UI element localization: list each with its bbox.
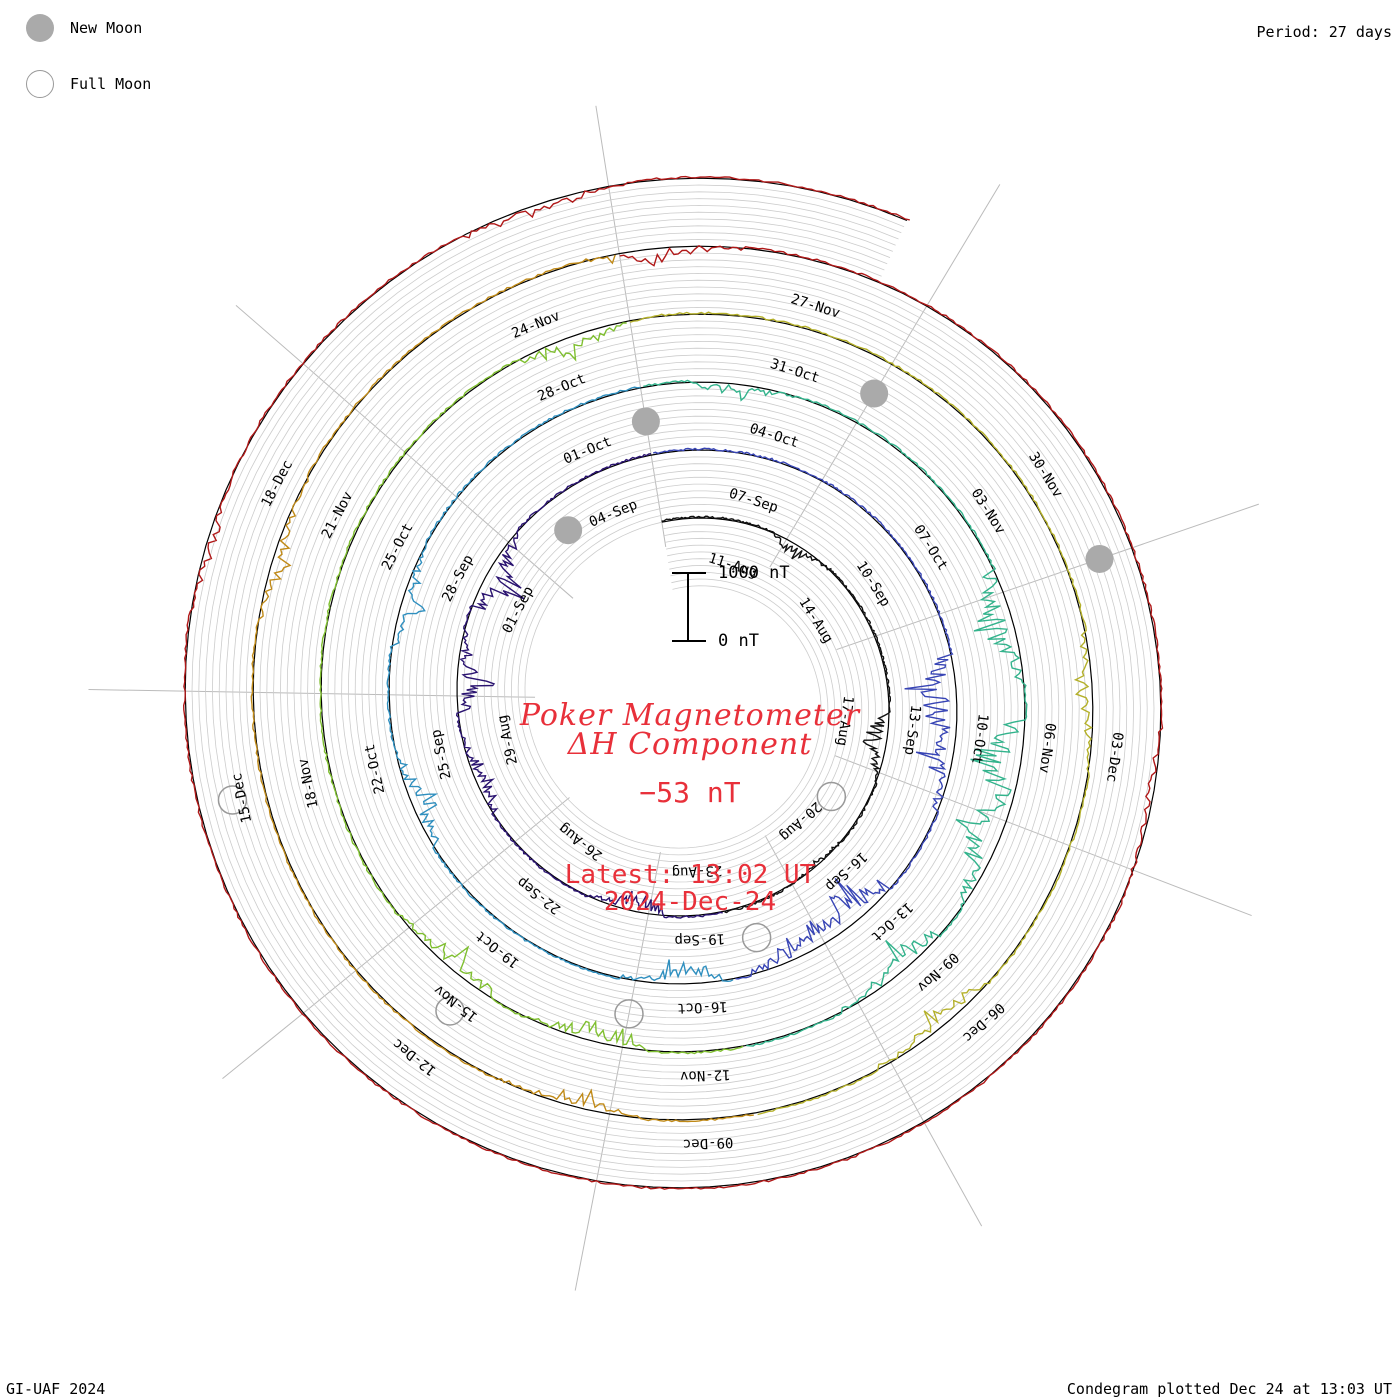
baseline-spirals	[184, 177, 1162, 1189]
legend-full-moon-label: Full Moon	[70, 75, 152, 93]
date-label: 23-Aug	[671, 862, 722, 880]
new-moon-marker	[554, 516, 583, 545]
trace-segment	[182, 175, 1164, 1190]
grid-ring	[205, 198, 1141, 1168]
grid-ring	[225, 218, 1121, 1148]
trace-segment	[629, 311, 1093, 1116]
grid-ring	[211, 204, 1135, 1162]
date-label: 18-Nov	[295, 757, 321, 810]
full-moon-marker	[435, 996, 465, 1026]
spoke-line	[834, 755, 1252, 917]
trace-segment	[250, 254, 754, 1123]
spoke-line	[88, 689, 536, 698]
date-label: 07-Oct	[910, 522, 951, 573]
date-label: 09-Dec	[682, 1134, 733, 1152]
grid-ring	[232, 225, 1114, 1141]
scale-bottom-label: 0 nT	[718, 631, 759, 651]
date-label: 22-Oct	[362, 742, 388, 795]
moon-markers	[217, 379, 1114, 1029]
latest-time: Latest: 13:02 UT	[564, 860, 816, 890]
date-label: 18-Dec	[259, 458, 297, 510]
trace-segment	[319, 322, 744, 1055]
date-label: 03-Dec	[1103, 731, 1126, 783]
date-label: 03-Nov	[968, 486, 1009, 537]
date-label: 13-Sep	[901, 704, 924, 756]
spoke-line	[595, 105, 667, 547]
new-moon-marker	[631, 407, 660, 436]
new-moon-marker	[1085, 544, 1114, 573]
full-moon-marker	[217, 785, 248, 815]
date-label: 10-Oct	[968, 713, 991, 765]
trace-segment	[661, 515, 891, 914]
date-label: 25-Oct	[379, 521, 417, 573]
spoke-line	[764, 835, 983, 1227]
date-label: 12-Nov	[680, 1066, 731, 1084]
period-label: Period: 27 days	[1256, 23, 1392, 41]
grid-ring	[218, 211, 1128, 1155]
scale-bar: 1000 nT 0 nT	[672, 563, 812, 651]
date-label: 21-Nov	[319, 489, 357, 541]
full-moon-marker	[614, 999, 644, 1029]
scale-top-label: 1000 nT	[718, 563, 790, 583]
date-label: 06-Nov	[1036, 722, 1059, 774]
grid-ring	[239, 232, 1107, 1134]
current-value: −53 nT	[639, 776, 741, 809]
date-label: 10-Sep	[853, 559, 894, 610]
chart-title: Poker Magnetometer ΔH Component	[440, 698, 940, 762]
new-moon-icon	[26, 14, 54, 42]
date-label: 17-Aug	[833, 695, 856, 747]
baseline-spiral	[184, 177, 1162, 1189]
trace-segment	[386, 386, 734, 983]
legend-new-moon-label: New Moon	[70, 19, 143, 37]
grid-ring	[198, 191, 1148, 1175]
new-moon-marker	[860, 379, 889, 408]
date-label: 19-Sep	[674, 930, 725, 948]
footer-credit: GI-UAF 2024	[6, 1380, 106, 1398]
date-label: 15-Dec	[229, 772, 255, 825]
data-traces	[182, 175, 1164, 1190]
date-label: 26-Aug	[556, 820, 606, 864]
scale-bar-icon	[672, 572, 706, 642]
trace-segment	[653, 447, 954, 980]
grid-ring	[245, 238, 1101, 1128]
spoke-line	[222, 797, 570, 1079]
chart-title-line2: ΔH Component	[567, 727, 813, 762]
scale-grid-rings	[191, 184, 1155, 1182]
full-moon-marker	[741, 922, 772, 953]
latest-date: 2024-Dec-24	[603, 887, 777, 917]
full-moon-icon	[26, 70, 54, 98]
full-moon-marker	[816, 781, 847, 812]
spoke-line	[574, 852, 661, 1291]
date-label: 16-Oct	[677, 998, 728, 1016]
grid-ring	[252, 245, 1094, 1121]
trace-segment	[455, 453, 723, 919]
footer-plot-time: Condegram plotted Dec 24 at 13:03 UT	[1066, 1380, 1392, 1398]
date-label: 28-Sep	[439, 552, 477, 604]
date-label: 30-Nov	[1025, 449, 1066, 500]
chart-title-line1: Poker Magnetometer	[519, 698, 861, 733]
trace-segment	[643, 379, 1028, 1047]
legend-full-moon: Full Moon	[26, 70, 151, 98]
legend-new-moon: New Moon	[26, 14, 142, 42]
